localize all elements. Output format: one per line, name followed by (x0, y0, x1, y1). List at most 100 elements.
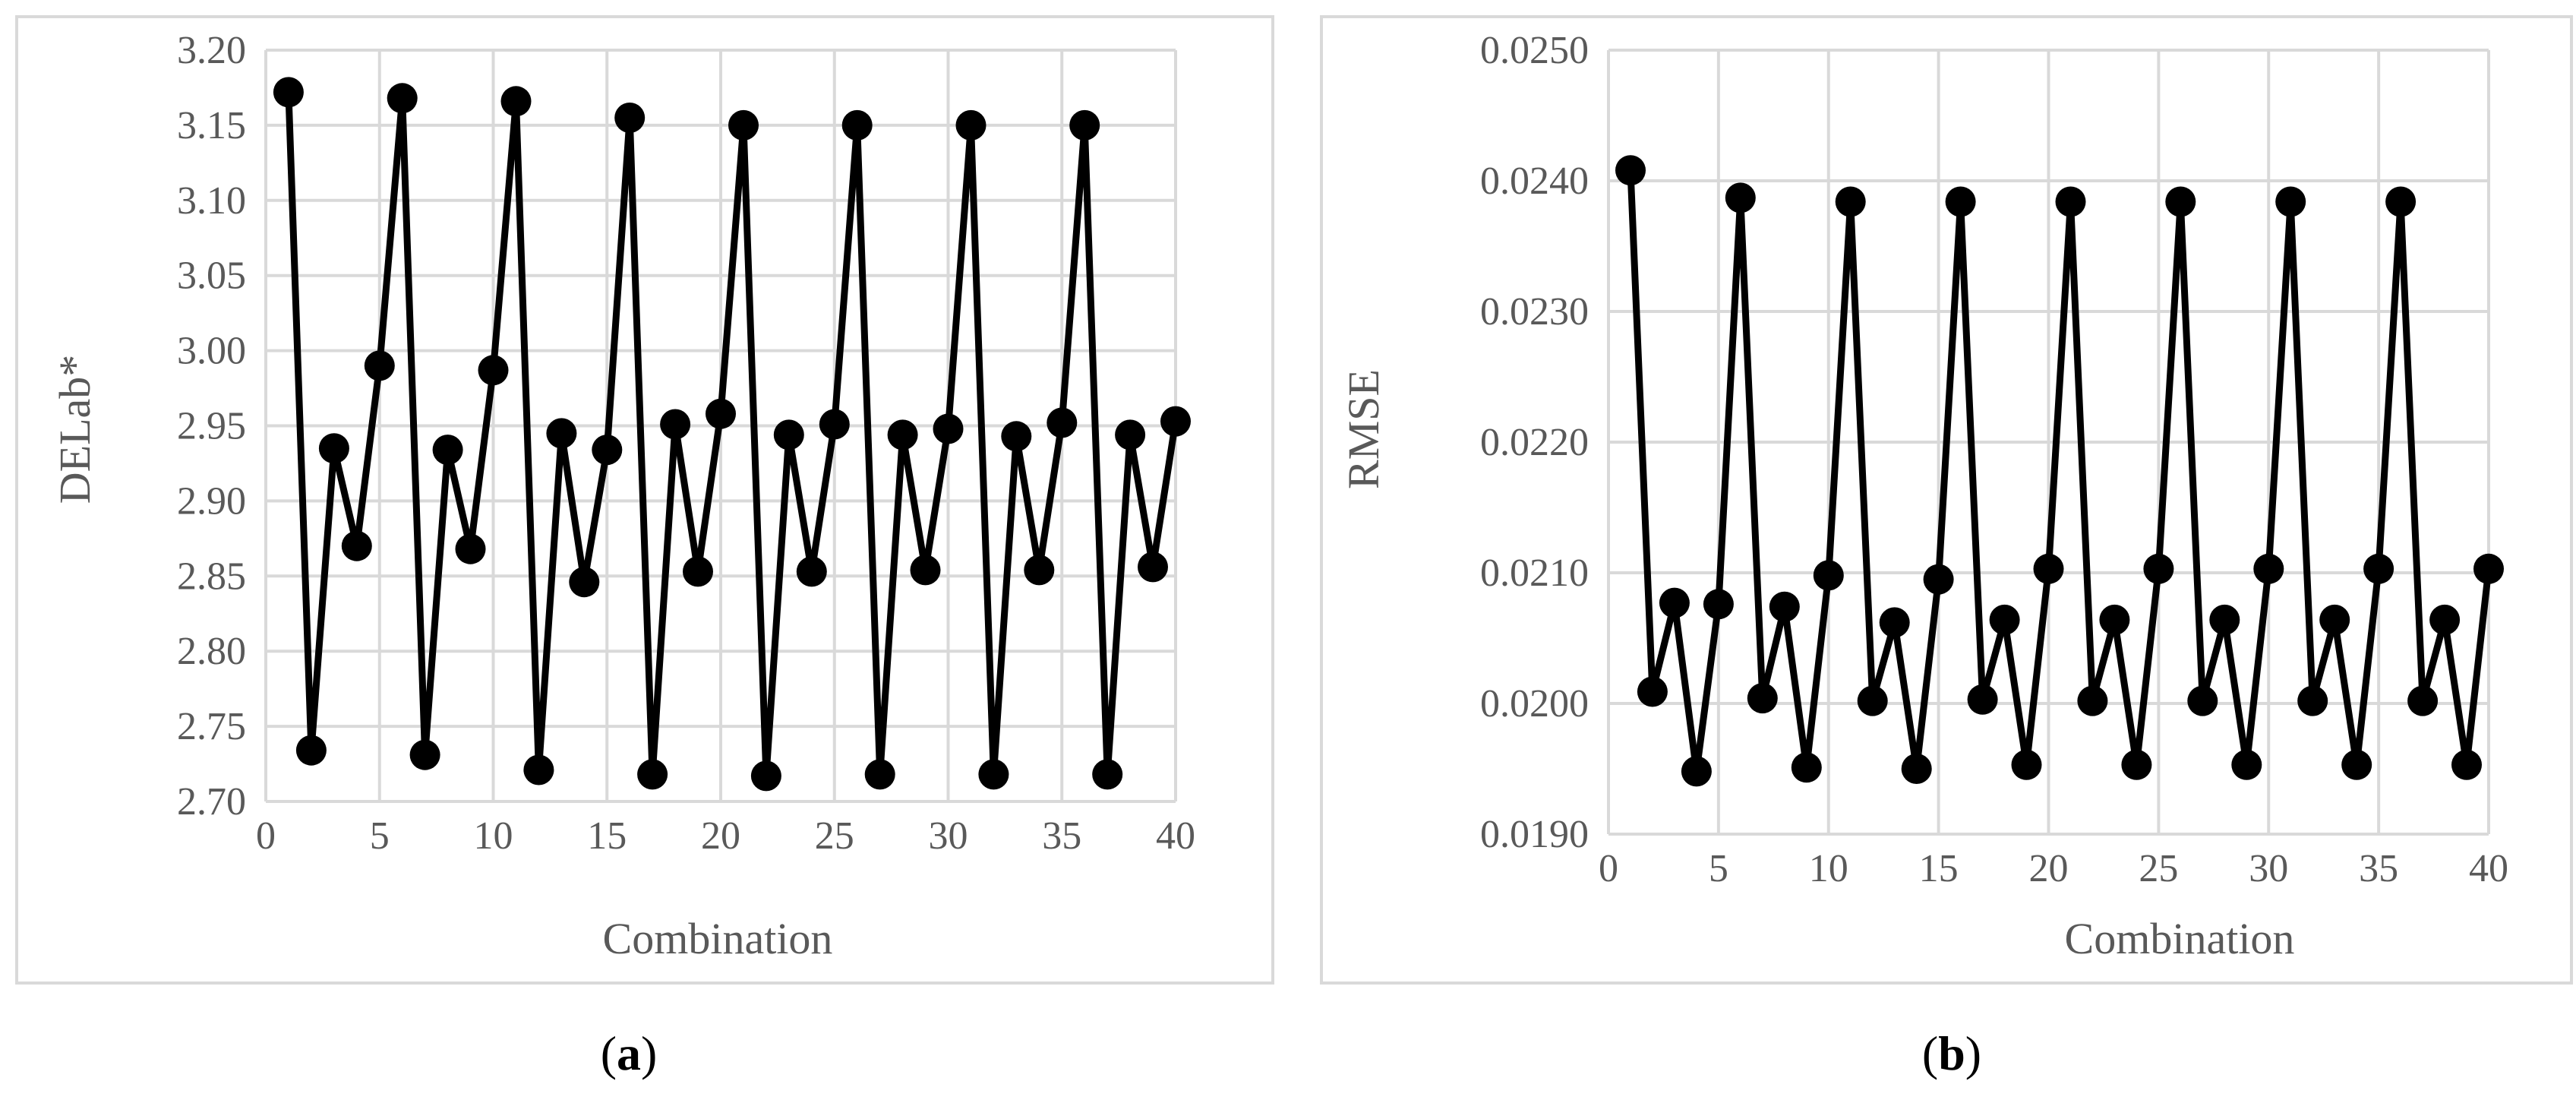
y-tick-label-a: 2.75 (177, 705, 246, 748)
data-point-b (2385, 186, 2417, 217)
data-point-a (295, 735, 327, 766)
data-point-a (341, 530, 372, 561)
series-line-a (285, 92, 1179, 779)
data-point-b (2099, 604, 2130, 635)
data-point-a (1115, 419, 1146, 450)
x-tick-label-b: 25 (2139, 847, 2178, 890)
x-tick-label-b: 40 (2469, 847, 2508, 890)
data-point-a (864, 759, 895, 790)
data-point-a (1024, 555, 1055, 586)
data-point-a (569, 567, 600, 598)
data-point-b (1659, 587, 1690, 618)
points-a (273, 77, 1191, 792)
data-point-b (1813, 560, 1844, 591)
data-point-a (978, 759, 1009, 790)
y-tick-label-b: 0.0210 (1480, 552, 1589, 595)
data-point-b (2231, 749, 2262, 780)
x-tick-label-a: 5 (370, 814, 390, 858)
data-point-b (1637, 676, 1668, 707)
data-point-a (500, 86, 532, 117)
x-tick-label-a: 40 (1156, 814, 1195, 858)
data-point-b (1879, 607, 1910, 638)
x-tick-label-a: 10 (474, 814, 513, 858)
data-point-a (273, 77, 304, 108)
y-ticks-a: 2.70 2.75 2.80 2.85 2.90 2.95 3.00 3.05 3.10 3.15… (177, 29, 246, 823)
y-tick-label-b: 0.0200 (1480, 682, 1589, 725)
chart-panel-a: 0 5 10 15 20 25 30 35 40 2.70 2.75 2.80 2.85 2.90 2.9… (15, 15, 1274, 985)
data-point-b (1857, 685, 1888, 716)
data-point-b (1791, 752, 1822, 783)
data-point-a (955, 109, 987, 141)
data-point-b (1901, 754, 1932, 784)
data-point-b (2451, 749, 2482, 780)
data-point-b (2407, 685, 2439, 716)
data-point-b (2275, 186, 2306, 217)
data-point-a (364, 350, 395, 381)
data-point-b (2187, 685, 2218, 716)
x-ticks-b: 0 5 10 15 20 25 30 35 40 (1599, 847, 2508, 890)
chart-frame-a (15, 15, 1274, 985)
data-point-b (1923, 564, 1954, 595)
x-tick-label-b: 0 (1599, 847, 1618, 890)
x-tick-label-b: 10 (1809, 847, 1848, 890)
x-tick-label-b: 15 (1919, 847, 1959, 890)
data-point-b (2473, 553, 2504, 584)
x-axis-title-b: Combination (2065, 914, 2295, 963)
data-point-a (387, 83, 418, 114)
data-point-a (819, 409, 850, 440)
y-tick-label-a: 3.00 (177, 330, 246, 373)
x-tick-label-a: 25 (815, 814, 854, 858)
data-point-a (432, 435, 463, 466)
data-point-b (1703, 589, 1734, 620)
caption-letter-a: a (617, 1026, 641, 1080)
y-tick-label-a: 2.90 (177, 479, 246, 523)
x-tick-label-a: 35 (1042, 814, 1081, 858)
y-tick-label-a: 2.70 (177, 780, 246, 823)
data-point-a (660, 409, 691, 440)
y-tick-label-b: 0.0220 (1480, 421, 1589, 464)
data-point-a (614, 103, 646, 133)
caption-b: (b) (1922, 1026, 1981, 1080)
data-point-a (773, 419, 804, 450)
data-point-a (887, 419, 918, 450)
data-point-a (478, 355, 509, 386)
y-tick-label-a: 2.85 (177, 555, 246, 598)
x-tick-label-b: 30 (2249, 847, 2288, 890)
data-point-a (683, 556, 713, 587)
data-point-b (1967, 684, 1998, 715)
data-point-b (1747, 683, 1778, 714)
data-point-a (637, 759, 668, 790)
data-point-a (706, 398, 736, 429)
gridlines-b (1607, 49, 2490, 836)
data-point-b (2121, 749, 2152, 780)
data-point-a (1001, 421, 1032, 452)
data-point-b (2341, 749, 2372, 780)
x-ticks-a: 0 5 10 15 20 25 30 35 40 (256, 814, 1195, 858)
x-axis-title-a: Combination (603, 914, 833, 963)
data-point-a (1092, 759, 1123, 790)
chart-frame-b (1320, 15, 2573, 985)
data-point-a (1160, 406, 1191, 437)
data-point-b (2077, 685, 2108, 716)
y-tick-label-b: 0.0190 (1480, 813, 1589, 856)
data-point-a (910, 555, 941, 586)
y-tick-label-a: 3.05 (177, 254, 246, 298)
data-point-b (2253, 553, 2284, 584)
data-point-a (409, 739, 440, 770)
caption-a: (a) (601, 1026, 658, 1080)
chart-panel-b: 0 5 10 15 20 25 30 35 40 0.0190 0.0200 0.0210 0.022… (1320, 15, 2573, 985)
data-point-b (2055, 186, 2086, 217)
series-line-b (1627, 170, 2492, 775)
y-tick-label-a: 3.20 (177, 29, 246, 72)
data-point-a (796, 556, 827, 587)
data-point-b (1725, 182, 1756, 213)
x-tick-label-a: 20 (701, 814, 740, 858)
y-ticks-b: 0.0190 0.0200 0.0210 0.0220 0.0230 0.0240 0.02… (1480, 29, 1589, 856)
x-tick-label-b: 35 (2359, 847, 2398, 890)
data-point-a (523, 754, 554, 785)
x-tick-label-b: 20 (2029, 847, 2069, 890)
data-point-b (2033, 553, 2064, 584)
y-tick-label-a: 3.10 (177, 179, 246, 223)
y-axis-title-a: DELab* (50, 355, 99, 504)
